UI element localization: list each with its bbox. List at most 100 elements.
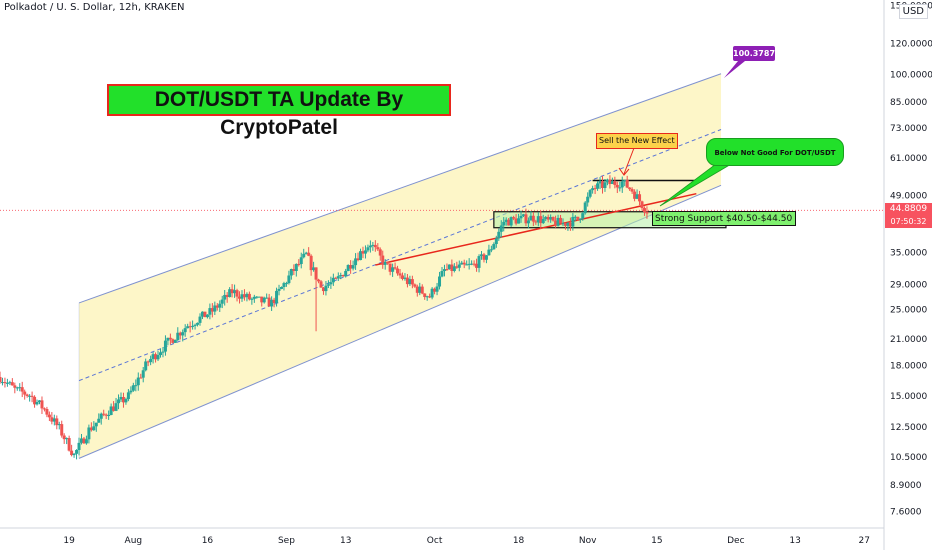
candle-body-140: [344, 270, 348, 277]
candle-body-127: [312, 267, 316, 271]
candle-body-98: [240, 294, 244, 299]
candle-body-200: [492, 244, 496, 250]
candle-body-87: [213, 305, 217, 312]
candle-body-132: [324, 285, 328, 292]
candle-body-44: [107, 415, 111, 417]
candle-body-234: [576, 216, 580, 220]
candle-body-39: [94, 422, 98, 427]
candle-body-250: [615, 184, 619, 188]
candle-body-156: [383, 261, 387, 265]
price-tick-6: 49.0000: [890, 191, 927, 201]
candle-body-246: [605, 179, 609, 183]
candle-body-109: [267, 297, 271, 307]
candle-body-120: [294, 263, 298, 272]
candle-body-243: [598, 181, 602, 184]
candle-body-36: [87, 427, 91, 440]
candle-body-91: [223, 294, 227, 300]
candle-body-23: [55, 418, 59, 426]
candle-body-198: [487, 249, 491, 256]
candle-body-225: [554, 220, 558, 226]
target-badge-pointer: [724, 61, 745, 78]
candle-body-110: [270, 299, 274, 307]
candle-body-4: [8, 382, 12, 384]
time-tick-7: Nov: [579, 536, 597, 546]
candle-body-14: [33, 396, 37, 405]
candle-body-236: [581, 213, 585, 219]
candle-body-171: [420, 286, 424, 294]
candle-body-10: [23, 391, 27, 395]
candle-body-66: [161, 351, 165, 353]
candle-body-12: [28, 395, 32, 397]
candle-body-144: [354, 258, 358, 266]
candle-body-76: [186, 326, 190, 329]
candle-body-73: [178, 332, 182, 336]
candle-body-157: [386, 261, 390, 264]
candle-body-151: [371, 244, 375, 246]
candle-body-258: [635, 194, 639, 199]
candle-body-261: [642, 208, 646, 212]
candle-body-240: [591, 188, 595, 191]
candle-body-95: [233, 290, 237, 294]
candle-body-170: [418, 286, 422, 293]
candle-body-248: [610, 181, 614, 185]
candle-body-78: [191, 325, 195, 327]
candle-body-121: [297, 263, 301, 265]
candle-body-180: [442, 269, 446, 272]
candle-body-199: [489, 249, 493, 251]
candle-body-124: [304, 252, 308, 254]
candle-body-59: [144, 361, 148, 371]
candle-body-45: [109, 406, 113, 416]
candle-body-223: [549, 217, 553, 220]
candle-body-230: [566, 222, 570, 226]
candle-body-108: [265, 297, 269, 299]
candle-body-213: [524, 214, 528, 224]
candle-body-62: [151, 354, 155, 359]
candle-body-257: [633, 191, 637, 199]
candle-body-74: [181, 332, 185, 336]
price-tick-3: 85.0000: [890, 98, 927, 108]
price-tick-10: 21.0000: [890, 335, 927, 345]
candle-body-28: [67, 438, 71, 451]
candle-body-122: [299, 257, 303, 264]
candle-body-247: [608, 179, 612, 185]
candle-body-176: [433, 288, 437, 292]
candle-body-148: [363, 250, 367, 254]
candle-body-189: [465, 264, 469, 266]
price-tick-8: 29.0000: [890, 280, 927, 290]
currency-button[interactable]: USD: [898, 4, 928, 19]
candle-body-56: [136, 377, 140, 386]
candle-body-57: [139, 377, 143, 379]
candle-body-218: [536, 216, 540, 223]
price-tick-5: 61.0000: [890, 154, 927, 164]
time-tick-5: Oct: [427, 536, 443, 546]
candle-body-229: [563, 223, 567, 226]
candle-body-244: [601, 181, 605, 189]
candle-body-71: [173, 339, 177, 343]
candle-body-20: [47, 414, 51, 418]
candle-body-239: [588, 190, 592, 197]
candle-body-40: [97, 418, 101, 423]
candle-body-52: [126, 392, 130, 400]
warning-callout: Below Not Good For DOT/USDT: [706, 138, 844, 166]
candle-body-183: [450, 264, 454, 271]
current-price-tag: 44.8809: [885, 203, 932, 216]
candle-body-82: [200, 311, 204, 317]
candle-body-256: [630, 189, 634, 192]
candle-body-202: [497, 231, 501, 239]
candle-body-160: [393, 267, 397, 269]
candle-body-70: [171, 339, 175, 343]
candle-body-221: [544, 216, 548, 220]
candle-body-162: [398, 273, 402, 276]
candle-body-209: [514, 218, 518, 224]
price-tick-12: 15.0000: [890, 392, 927, 402]
candle-body-238: [586, 196, 590, 203]
price-tick-7: 35.0000: [890, 248, 927, 258]
candle-body-11: [25, 394, 29, 396]
candle-body-92: [225, 294, 229, 298]
candle-body-90: [220, 299, 224, 304]
candle-body-106: [260, 296, 264, 303]
candle-body-68: [166, 337, 170, 341]
candle-body-112: [275, 290, 279, 304]
